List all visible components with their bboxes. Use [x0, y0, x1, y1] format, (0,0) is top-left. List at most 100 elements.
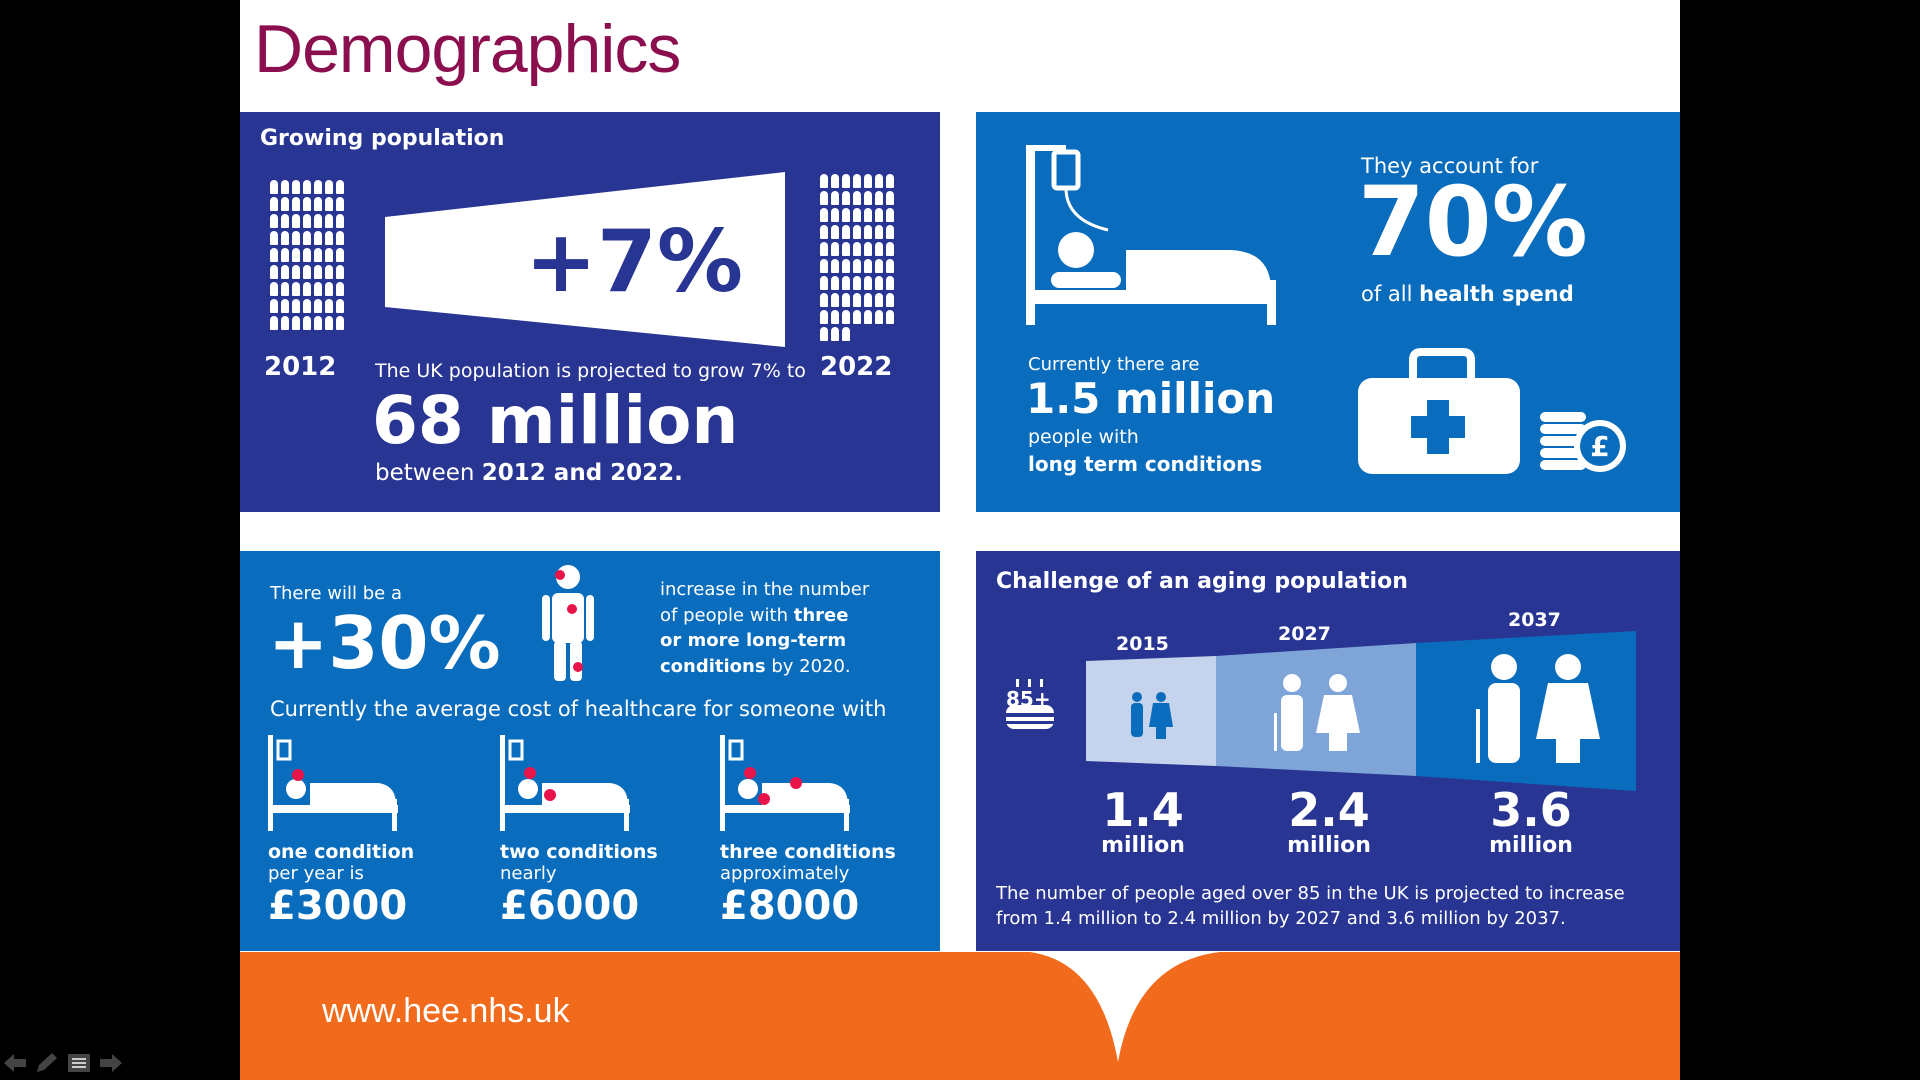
cost-item: two conditions nearly £6000: [500, 733, 700, 928]
person-icon: [270, 316, 278, 330]
pound-symbol: £: [1590, 430, 1609, 463]
person-icon: [886, 259, 894, 273]
growth-percent: +7%: [525, 212, 744, 312]
person-icon: [820, 276, 828, 290]
account-for-label: They account for: [1361, 154, 1539, 178]
growing-population-panel: Growing population +7% 2012 2022 The UK …: [240, 112, 940, 512]
person-icon: [853, 174, 861, 188]
person-icon: [820, 225, 828, 239]
person-icon: [281, 231, 289, 245]
person-icon: [303, 231, 311, 245]
condition-cost: £3000: [268, 883, 408, 929]
person-icon: [820, 293, 828, 307]
person-icon: [831, 327, 839, 341]
person-icon: [842, 259, 850, 273]
person-icon: [336, 197, 344, 211]
condition-qualifier: per year is: [268, 863, 364, 884]
person-icon: [864, 259, 872, 273]
age-badge: 85+: [1006, 687, 1051, 711]
currently-label: Currently there are: [1028, 354, 1200, 375]
person-icon: [314, 214, 322, 228]
person-icon: [336, 231, 344, 245]
population-2022-people-icon: [820, 174, 894, 341]
person-icon: [325, 248, 333, 262]
person-icon: [842, 242, 850, 256]
forward-arrow-icon[interactable]: [98, 1050, 124, 1076]
aging-value-number: 2.4: [1288, 783, 1370, 837]
person-icon: [842, 225, 850, 239]
person-icon: [864, 310, 872, 324]
person-icon: [842, 191, 850, 205]
condition-cost: £6000: [500, 883, 640, 929]
long-term-conditions-panel: Currently there are 1.5 million people w…: [976, 112, 1680, 512]
presentation-nav: [2, 1050, 124, 1076]
person-icon: [820, 259, 828, 273]
person-icon: [864, 242, 872, 256]
person-icon: [281, 282, 289, 296]
person-icon: [270, 299, 278, 313]
birthday-cake-icon: [1006, 679, 1054, 729]
back-arrow-icon[interactable]: [2, 1050, 28, 1076]
person-icon: [875, 293, 883, 307]
person-icon: [281, 316, 289, 330]
person-icon: [325, 282, 333, 296]
population-between: between 2012 and 2022.: [375, 460, 683, 486]
aging-value-number: 3.6: [1490, 783, 1572, 837]
person-icon: [853, 225, 861, 239]
person-icon: [864, 174, 872, 188]
footer-swoosh-shape: [1030, 952, 1220, 1062]
person-icon: [820, 327, 828, 341]
pen-icon[interactable]: [34, 1050, 60, 1076]
condition-qualifier: approximately: [720, 863, 850, 884]
person-icon: [831, 310, 839, 324]
person-icon: [831, 242, 839, 256]
person-icon: [886, 242, 894, 256]
person-icon: [842, 276, 850, 290]
person-icon: [325, 180, 333, 194]
health-spend-percent: 70%: [1358, 166, 1588, 278]
person-icon: [336, 316, 344, 330]
person-icon: [853, 310, 861, 324]
person-icon: [820, 310, 828, 324]
aging-value-number: 1.4: [1102, 783, 1184, 837]
slide-title: Demographics: [254, 11, 681, 87]
slide: Demographics Growing population +7% 2012…: [240, 0, 1680, 1080]
hospital-bed-drip-icon: [1026, 145, 1276, 325]
person-icon: [325, 214, 333, 228]
person-icon: [270, 214, 278, 228]
person-icon: [853, 276, 861, 290]
person-icon: [336, 265, 344, 279]
medical-kit-icon: [1358, 348, 1520, 474]
person-icon: [303, 299, 311, 313]
hospital-bed-icon: [720, 735, 850, 831]
person-icon: [281, 248, 289, 262]
menu-icon[interactable]: [66, 1050, 92, 1076]
person-icon: [292, 316, 300, 330]
elderly-couple-large-icon: [1476, 654, 1600, 763]
person-icon: [875, 191, 883, 205]
person-icon: [292, 231, 300, 245]
person-icon: [820, 242, 828, 256]
condition-label: three conditions: [720, 841, 896, 863]
aging-value-unit: million: [1489, 833, 1573, 858]
pound-coins-icon: £: [1540, 412, 1626, 472]
condition-cost: £8000: [720, 883, 860, 929]
person-icon: [853, 242, 861, 256]
person-icon: [292, 282, 300, 296]
person-icon: [853, 293, 861, 307]
person-icon: [292, 197, 300, 211]
footer-url[interactable]: www.hee.nhs.uk: [322, 992, 570, 1030]
person-icon: [831, 225, 839, 239]
aging-value: 2.4 million: [1274, 787, 1384, 858]
person-icon: [292, 299, 300, 313]
elderly-couple-medium-icon: [1274, 674, 1360, 751]
person-icon: [292, 180, 300, 194]
person-icon: [270, 231, 278, 245]
person-icon: [820, 191, 828, 205]
person-icon: [853, 191, 861, 205]
aging-footnote: The number of people aged over 85 in the…: [996, 883, 1625, 930]
person-icon: [831, 293, 839, 307]
person-icon: [864, 225, 872, 239]
person-icon: [336, 248, 344, 262]
person-icon: [875, 259, 883, 273]
